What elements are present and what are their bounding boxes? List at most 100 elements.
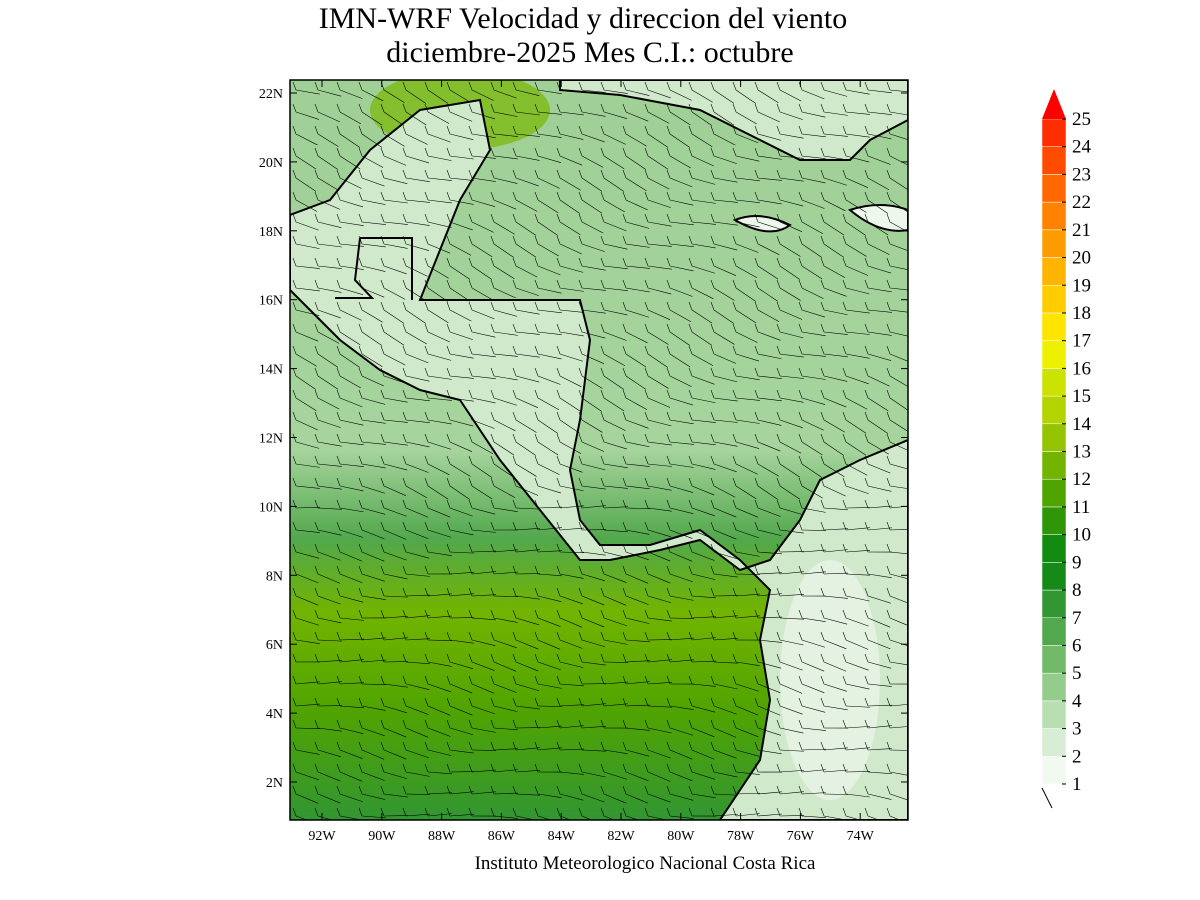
wind-barb <box>449 639 474 644</box>
wind-barb-flag <box>556 125 561 135</box>
wind-barb-flag <box>380 191 385 201</box>
lat-label: 18N <box>259 225 283 240</box>
wind-barb-flag <box>292 411 297 421</box>
wind-barb <box>779 617 804 620</box>
wind-barb-flag <box>556 675 561 685</box>
wind-barb <box>405 615 430 619</box>
wind-barb-flag <box>886 301 891 311</box>
wind-barb-flag <box>776 587 781 597</box>
wind-barb-flag <box>754 587 759 597</box>
wind-barb <box>537 683 562 689</box>
wind-barb-flag <box>622 279 627 289</box>
wind-barb <box>515 770 540 773</box>
wind-barb <box>405 441 430 448</box>
wind-barb <box>867 485 892 492</box>
wind-barb-flag <box>336 543 341 553</box>
wind-barb-flag <box>578 345 583 355</box>
wind-barb <box>493 639 517 649</box>
wind-barb-flag <box>534 125 539 135</box>
wind-barb <box>757 133 782 141</box>
wind-barb-flag <box>468 81 473 91</box>
wind-barb <box>823 463 845 478</box>
wind-barb <box>889 639 908 647</box>
wind-barb <box>801 661 825 672</box>
wind-barb-flag <box>798 807 803 817</box>
wind-barb-flag <box>336 565 341 575</box>
wind-barb <box>691 397 716 404</box>
wind-barb <box>669 309 692 323</box>
colorbar-band <box>1041 368 1067 397</box>
wind-barb-flag <box>292 279 297 289</box>
wind-barb-flag <box>314 631 319 641</box>
wind-barb-flag <box>512 191 517 201</box>
wind-barb <box>845 419 867 434</box>
wind-barb-flag <box>490 609 495 619</box>
wind-barb <box>581 463 606 471</box>
wind-barb-flag <box>776 323 781 333</box>
wind-barb <box>449 441 473 452</box>
wind-barb-flag <box>402 587 407 597</box>
wind-barb-flag <box>402 697 407 707</box>
wind-barb-flag <box>842 675 847 685</box>
wind-barb <box>383 573 408 580</box>
wind-barb-flag <box>446 389 451 399</box>
wind-barb <box>493 89 517 99</box>
wind-barb <box>537 573 562 577</box>
wind-barb <box>691 463 716 470</box>
wind-barb <box>735 375 760 381</box>
wind-barb-flag <box>380 807 385 817</box>
wind-barb <box>801 617 826 623</box>
wind-barb-flag <box>534 565 539 575</box>
wind-barb-flag <box>534 169 539 179</box>
wind-barb <box>757 639 782 643</box>
wind-barb-flag <box>754 257 759 267</box>
wind-barb-flag <box>644 257 649 267</box>
wind-barb-flag <box>424 543 429 553</box>
wind-barb-flag <box>666 653 671 663</box>
wind-barb <box>669 441 694 445</box>
wind-barb-flag <box>798 609 803 619</box>
wind-barb <box>537 331 562 335</box>
wind-barb <box>691 683 716 687</box>
wind-barb-flag <box>512 213 517 223</box>
wind-barb <box>317 617 342 624</box>
wind-barb-flag <box>556 587 561 597</box>
wind-barb-flag <box>666 719 671 729</box>
wind-barb-flag <box>798 433 803 443</box>
wind-barb-flag <box>490 81 495 91</box>
wind-barb <box>757 243 780 256</box>
wind-barb-flag <box>578 235 583 245</box>
wind-barb <box>295 287 320 292</box>
wind-barb <box>625 375 647 390</box>
wind-barb-flag <box>446 719 451 729</box>
wind-barb-flag <box>820 763 825 773</box>
colorbar-band <box>1041 423 1067 452</box>
wind-barb-flag <box>402 367 407 377</box>
wind-barb <box>537 705 563 707</box>
wind-barb <box>823 375 848 382</box>
colorbar-band <box>1041 728 1067 757</box>
wind-barb <box>361 419 386 424</box>
wind-barb <box>339 617 364 621</box>
wind-barb <box>515 705 540 710</box>
wind-barb <box>845 287 870 295</box>
wind-barb <box>779 155 804 159</box>
wind-barb-flag <box>424 125 429 135</box>
wind-barb-flag <box>556 807 561 817</box>
colorbar-band <box>1041 478 1067 508</box>
wind-barb <box>339 638 364 641</box>
wind-barb <box>515 177 539 187</box>
wind-barb <box>889 287 908 291</box>
wind-barb-flag <box>468 433 473 443</box>
wind-barb-flag <box>402 763 407 773</box>
wind-barb <box>735 661 760 667</box>
wind-barb <box>317 177 339 191</box>
wind-barb-flag <box>314 565 319 575</box>
wind-barb-flag <box>556 323 561 333</box>
wind-barb-flag <box>688 81 693 91</box>
wind-barb-flag <box>292 367 297 377</box>
wind-barb <box>361 551 385 562</box>
wind-barb <box>625 243 650 248</box>
wind-barb <box>867 595 891 604</box>
wind-barb-flag <box>644 279 649 289</box>
